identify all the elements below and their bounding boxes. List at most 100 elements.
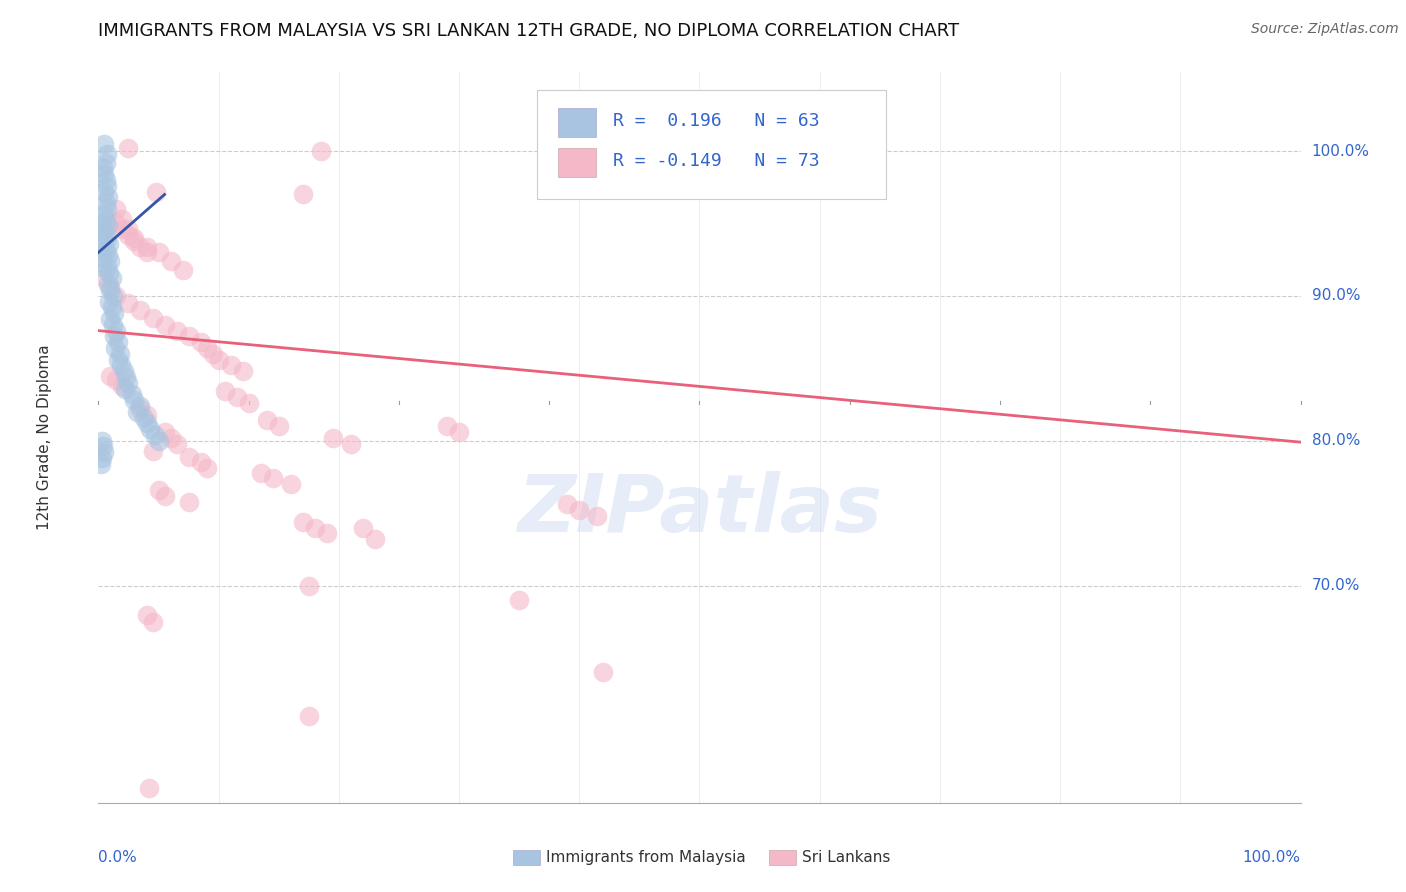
Point — [93, 185, 115, 199]
Point — [96, 178, 118, 193]
Point — [208, 352, 231, 367]
Point — [110, 359, 132, 373]
Point — [143, 428, 166, 442]
Point — [124, 234, 146, 248]
Point — [135, 417, 157, 431]
Point — [132, 410, 155, 425]
Bar — [769, 850, 796, 865]
Point — [91, 440, 114, 454]
Point — [315, 526, 337, 541]
Point — [121, 387, 143, 401]
Point — [97, 190, 120, 204]
Point — [94, 173, 117, 187]
Point — [141, 310, 163, 325]
Point — [129, 239, 152, 253]
Text: 70.0%: 70.0% — [1312, 578, 1360, 593]
Point — [159, 431, 181, 445]
Point — [94, 196, 117, 211]
Point — [98, 236, 121, 251]
Point — [177, 329, 200, 343]
Point — [262, 471, 284, 485]
Point — [117, 376, 139, 390]
Text: 100.0%: 100.0% — [1243, 850, 1301, 865]
Bar — [558, 148, 596, 178]
Point — [225, 390, 247, 404]
Point — [267, 419, 290, 434]
Point — [177, 450, 200, 464]
Point — [91, 434, 114, 448]
Point — [148, 483, 170, 497]
Point — [141, 615, 163, 629]
Point — [117, 141, 139, 155]
Point — [90, 260, 112, 274]
Point — [103, 329, 125, 343]
Point — [141, 443, 163, 458]
Point — [138, 781, 160, 796]
Point — [100, 368, 122, 383]
Point — [135, 239, 157, 253]
Point — [304, 520, 326, 534]
Point — [93, 167, 115, 181]
Point — [93, 208, 115, 222]
Point — [94, 243, 117, 257]
Point — [605, 144, 627, 158]
Point — [124, 393, 146, 408]
Point — [129, 399, 152, 413]
Point — [190, 335, 212, 350]
Point — [100, 301, 122, 315]
Point — [91, 251, 114, 265]
Point — [100, 254, 122, 268]
Point — [107, 352, 129, 367]
Point — [94, 155, 117, 169]
Point — [103, 306, 125, 320]
Point — [135, 245, 157, 260]
Point — [117, 222, 139, 236]
Point — [114, 382, 136, 396]
Point — [96, 231, 118, 245]
Text: 80.0%: 80.0% — [1312, 434, 1360, 448]
Bar — [558, 108, 596, 137]
Point — [93, 271, 115, 285]
Point — [105, 202, 128, 216]
Point — [111, 378, 134, 392]
Point — [97, 277, 120, 292]
Point — [166, 436, 188, 450]
FancyBboxPatch shape — [537, 90, 886, 200]
Point — [93, 136, 115, 151]
Point — [298, 709, 321, 723]
Bar — [513, 850, 540, 865]
Point — [219, 359, 242, 373]
Point — [291, 187, 314, 202]
Point — [90, 457, 112, 471]
Point — [148, 245, 170, 260]
Point — [96, 202, 118, 216]
Text: ZIPatlas: ZIPatlas — [517, 471, 882, 549]
Point — [153, 318, 176, 332]
Point — [447, 425, 470, 439]
Point — [195, 341, 218, 355]
Point — [172, 262, 194, 277]
Point — [214, 384, 236, 399]
Point — [195, 461, 218, 475]
Point — [309, 144, 332, 158]
Point — [124, 231, 146, 245]
Point — [153, 425, 176, 439]
Text: Immigrants from Malaysia: Immigrants from Malaysia — [546, 850, 745, 865]
Point — [90, 243, 112, 257]
Point — [112, 364, 135, 378]
Text: 90.0%: 90.0% — [1312, 288, 1360, 303]
Point — [91, 234, 114, 248]
Point — [298, 578, 321, 592]
Point — [98, 266, 121, 280]
Point — [90, 216, 112, 230]
Point — [135, 408, 157, 422]
Point — [104, 341, 127, 355]
Text: 12th Grade, No Diploma: 12th Grade, No Diploma — [37, 344, 52, 530]
Point — [340, 436, 363, 450]
Point — [436, 419, 458, 434]
Point — [105, 373, 128, 387]
Text: 0.0%: 0.0% — [98, 850, 138, 865]
Point — [91, 451, 114, 466]
Point — [93, 445, 115, 459]
Point — [232, 364, 254, 378]
